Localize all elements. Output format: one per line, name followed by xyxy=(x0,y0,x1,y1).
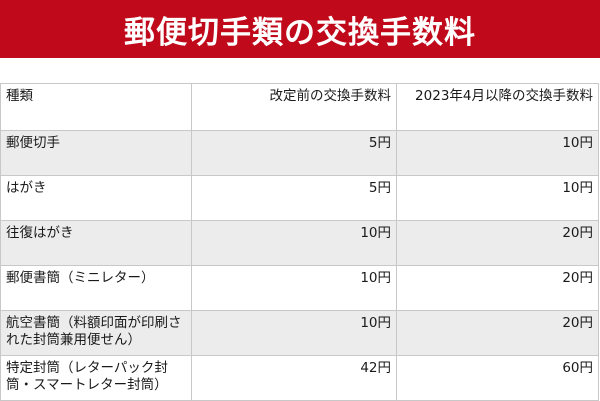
table-row: 特定封筒（レターパック封筒・スマートレター封筒） 42円 60円 xyxy=(0,355,599,401)
row-type: 郵便切手 xyxy=(0,130,192,176)
row-fee-before: 10円 xyxy=(191,310,397,356)
row-fee-after: 20円 xyxy=(396,265,599,311)
table-header-row: 種類 改定前の交換手数料 2023年4月以降の交換手数料 xyxy=(0,83,599,131)
row-type: 往復はがき xyxy=(0,220,192,266)
table-row: はがき 5円 10円 xyxy=(0,175,599,221)
row-type: はがき xyxy=(0,175,192,221)
table-row: 航空書簡（料額印面が印刷された封筒兼用便せん） 10円 20円 xyxy=(0,310,599,356)
row-fee-before: 5円 xyxy=(191,175,397,221)
row-fee-before: 10円 xyxy=(191,265,397,311)
table-row: 郵便切手 5円 10円 xyxy=(0,130,599,176)
row-fee-after: 60円 xyxy=(396,355,599,401)
title-banner: 郵便切手類の交換手数料 xyxy=(0,0,600,58)
row-fee-after: 20円 xyxy=(396,310,599,356)
row-fee-before: 5円 xyxy=(191,130,397,176)
row-fee-after: 10円 xyxy=(396,175,599,221)
header-fee-after: 2023年4月以降の交換手数料 xyxy=(396,83,599,131)
table-row: 往復はがき 10円 20円 xyxy=(0,220,599,266)
header-type: 種類 xyxy=(0,83,192,131)
row-type: 航空書簡（料額印面が印刷された封筒兼用便せん） xyxy=(0,310,192,356)
table-row: 郵便書簡（ミニレター） 10円 20円 xyxy=(0,265,599,311)
fee-table: 種類 改定前の交換手数料 2023年4月以降の交換手数料 郵便切手 5円 10円… xyxy=(0,83,599,401)
row-type: 郵便書簡（ミニレター） xyxy=(0,265,192,311)
row-type: 特定封筒（レターパック封筒・スマートレター封筒） xyxy=(0,355,192,401)
row-fee-before: 10円 xyxy=(191,220,397,266)
row-fee-after: 10円 xyxy=(396,130,599,176)
row-fee-before: 42円 xyxy=(191,355,397,401)
header-fee-before: 改定前の交換手数料 xyxy=(191,83,397,131)
page-title: 郵便切手類の交換手数料 xyxy=(124,14,476,51)
row-fee-after: 20円 xyxy=(396,220,599,266)
